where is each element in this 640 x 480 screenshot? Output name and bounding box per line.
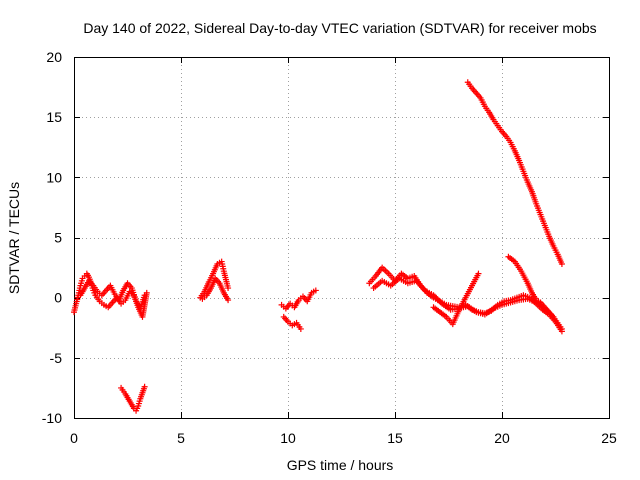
plus-marker bbox=[141, 292, 148, 299]
y-tick-label: 5 bbox=[54, 230, 62, 246]
y-tick-label: 20 bbox=[46, 49, 62, 65]
series-segment-6 bbox=[430, 270, 482, 328]
y-tick-label: -10 bbox=[42, 410, 62, 426]
plus-marker bbox=[312, 287, 319, 294]
data-series bbox=[71, 79, 565, 414]
y-tick-label: 15 bbox=[46, 109, 62, 125]
plus-marker bbox=[558, 325, 565, 332]
plus-marker bbox=[225, 297, 232, 304]
plot-frame bbox=[74, 57, 610, 419]
plus-marker bbox=[558, 260, 565, 267]
series-segment-1b bbox=[77, 277, 148, 312]
x-tick-label: 20 bbox=[494, 430, 510, 446]
chart-title: Day 140 of 2022, Sidereal Day-to-day VTE… bbox=[83, 20, 596, 36]
series-segment-4 bbox=[278, 287, 319, 312]
plus-marker bbox=[475, 270, 482, 277]
grid bbox=[74, 57, 609, 418]
series-segment-2 bbox=[118, 383, 148, 414]
plus-marker bbox=[225, 285, 232, 292]
series-segment-8 bbox=[464, 79, 565, 267]
series-segment-3b bbox=[199, 275, 232, 304]
x-tick-label: 10 bbox=[280, 430, 296, 446]
y-tick-label: 10 bbox=[46, 169, 62, 185]
series-segment-4b bbox=[280, 313, 304, 332]
x-tick-label: 0 bbox=[70, 430, 78, 446]
y-axis-label: SDTVAR / TECUs bbox=[6, 182, 22, 294]
axis-ticks: 0 5 10 15 20 25 -10 -5 0 5 10 15 20 bbox=[42, 49, 617, 446]
series-segment-3 bbox=[197, 258, 232, 301]
x-axis-label: GPS time / hours bbox=[287, 457, 394, 473]
x-tick-label: 5 bbox=[177, 430, 185, 446]
x-tick-label: 15 bbox=[387, 430, 403, 446]
plus-marker bbox=[297, 325, 304, 332]
plus-marker bbox=[141, 383, 148, 390]
y-tick-label: 0 bbox=[54, 290, 62, 306]
y-tick-label: -5 bbox=[50, 350, 63, 366]
series-segment-7 bbox=[505, 253, 565, 332]
x-tick-label: 25 bbox=[601, 430, 617, 446]
